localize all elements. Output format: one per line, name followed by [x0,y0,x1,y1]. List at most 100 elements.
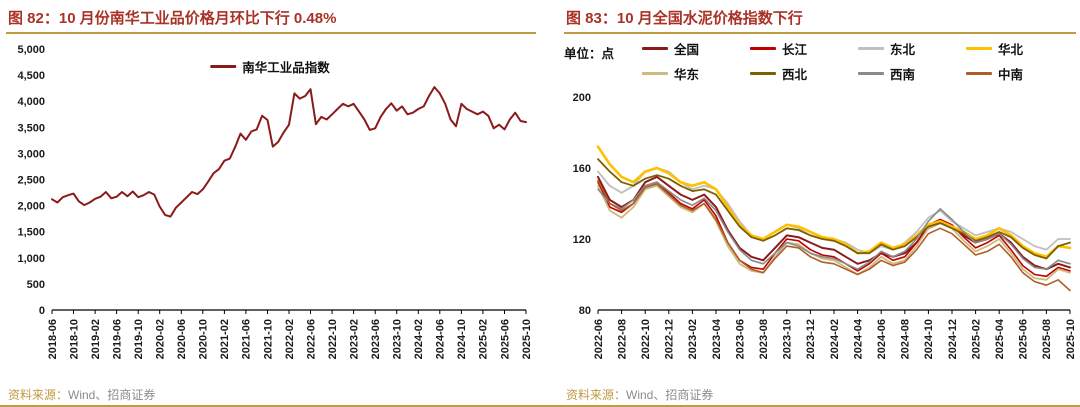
x-tick-label: 2025-10 [521,319,533,359]
legend-item-南华工业品指数: 南华工业品指数 [210,57,330,76]
x-tick-label: 2023-10 [392,319,404,359]
y-tick-label: 5,000 [17,44,45,56]
cement-chart-legend: 全国 长江 东北 华北华东 西北 西南 中南 [642,39,1074,83]
y-tick-label: 1,500 [17,227,45,239]
legend-label: 西南 [890,68,916,82]
nanhua-index-chart: 0 500 1,000 1,500 2,000 2,500 3,000 3,500 4,000 4… [17,44,533,359]
y-tick-label: 500 [27,279,45,291]
legend-item-长江: 长江 [750,39,858,58]
series-line-长江 [597,181,1071,278]
legend-item-全国: 全国 [642,39,750,58]
x-tick-label: 2025-02 [478,319,490,359]
legend-label: 中南 [998,68,1024,82]
legend-item-华东: 华东 [642,64,750,83]
x-tick-label: 2019-02 [90,319,102,359]
x-tick-label: 2022-02 [284,319,296,359]
source-line-left: 资料来源：Wind、招商证券 [0,383,540,403]
y-tick-label: 1,000 [17,253,45,265]
x-tick-label: 2025-04 [994,318,1006,359]
x-tick-label: 2021-10 [262,319,274,359]
cement-price-chart: 80 120 160 200 2022-06 2022-08 2022-10 2022-12 2… [573,92,1077,359]
unit-label: 单位：点 [564,47,615,61]
x-tick-label: 2021-02 [219,319,231,359]
x-tick-label: 2023-06 [370,319,382,359]
x-tick-label: 2023-10 [782,319,794,359]
source-text: Wind、招商证券 [626,388,714,402]
x-tick-label: 2018-10 [68,319,80,359]
x-tick-label: 2024-02 [829,319,841,359]
chart-82-title: 图 82：10 月份南华工业品价格月环比下行 0.48% [6,4,536,34]
nanhua-chart-area: 0 500 1,000 1,500 2,000 2,500 3,000 3,500 4,000 4… [0,35,540,383]
legend-item-西北: 西北 [750,64,858,83]
x-tick-label: 2022-10 [640,319,652,359]
legend-line-swatch [966,46,992,51]
series-line-华北 [596,145,1072,259]
legend-line-swatch [750,72,776,75]
source-label: 资料来源： [8,388,69,402]
y-tick-label: 80 [579,305,591,317]
legend-line-swatch [750,47,776,50]
x-tick-label: 2022-08 [616,319,628,359]
legend-line-swatch [642,72,668,75]
x-tick-label: 2019-10 [133,319,145,359]
x-tick-label: 2024-02 [413,319,425,359]
x-tick-label: 2025-10 [1065,319,1077,359]
x-tick-label: 2024-08 [900,319,912,359]
x-tick-label: 2018-06 [47,319,59,359]
nanhua-chart-legend: 南华工业品指数 [210,57,330,76]
x-tick-label: 2023-02 [687,319,699,359]
source-label: 资料来源： [566,388,627,402]
x-tick-label: 2023-06 [734,319,746,359]
x-tick-label: 2024-10 [923,319,935,359]
x-tick-label: 2020-06 [176,319,188,359]
legend-item-中南: 中南 [966,64,1074,83]
chart-83-title: 图 83：10 月全国水泥价格指数下行 [564,4,1076,34]
legend-line-swatch [966,72,992,75]
x-tick-label: 2023-08 [758,319,770,359]
x-tick-label: 2022-10 [327,319,339,359]
legend-line-swatch [210,65,237,68]
series-line-中南 [597,179,1071,292]
panel-cement: 图 83：10 月全国水泥价格指数下行 单位：点 80 120 160 200 2022… [540,0,1080,405]
x-tick-label: 2022-06 [305,319,317,359]
x-tick-label: 2023-02 [348,319,360,359]
legend-line-swatch [858,72,884,75]
x-tick-label: 2024-12 [947,319,959,359]
series-line-华东 [597,184,1071,281]
legend-label: 南华工业品指数 [242,61,330,75]
x-tick-label: 2025-06 [1018,319,1030,359]
legend-label: 华东 [674,68,700,82]
x-tick-label: 2024-06 [435,319,447,359]
y-tick-label: 2,500 [17,175,45,187]
x-tick-label: 2021-06 [241,319,253,359]
legend-label: 华北 [998,43,1024,57]
x-tick-label: 2022-06 [593,319,605,359]
y-tick-label: 160 [573,163,591,175]
legend-label: 西北 [782,68,808,82]
source-text: Wind、招商证券 [68,388,156,402]
x-tick-label: 2024-06 [876,319,888,359]
y-tick-label: 2,000 [17,201,45,213]
x-tick-label: 2022-12 [664,319,676,359]
y-tick-label: 0 [39,305,45,317]
legend-item-东北: 东北 [858,39,966,58]
y-tick-label: 4,500 [17,70,45,82]
x-tick-label: 2025-08 [1041,319,1053,359]
legend-item-华北: 华北 [966,39,1074,58]
x-tick-label: 2023-12 [805,319,817,359]
x-tick-label: 2025-06 [499,319,511,359]
legend-item-西南: 西南 [858,64,966,83]
x-tick-label: 2023-04 [711,318,723,359]
cement-chart-area: 单位：点 80 120 160 200 2022-06 2022-08 2022-10 202… [558,35,1080,383]
x-tick-label: 2019-06 [111,319,123,359]
legend-line-swatch [642,47,668,50]
y-tick-label: 120 [573,234,591,246]
series-line-西北 [597,158,1071,260]
source-line-right: 资料来源：Wind、招商证券 [558,383,1080,403]
legend-line-swatch [858,47,884,50]
legend-label: 东北 [890,43,916,57]
series-line-西南 [597,181,1071,270]
x-tick-label: 2024-10 [456,319,468,359]
x-tick-label: 2020-02 [155,319,167,359]
